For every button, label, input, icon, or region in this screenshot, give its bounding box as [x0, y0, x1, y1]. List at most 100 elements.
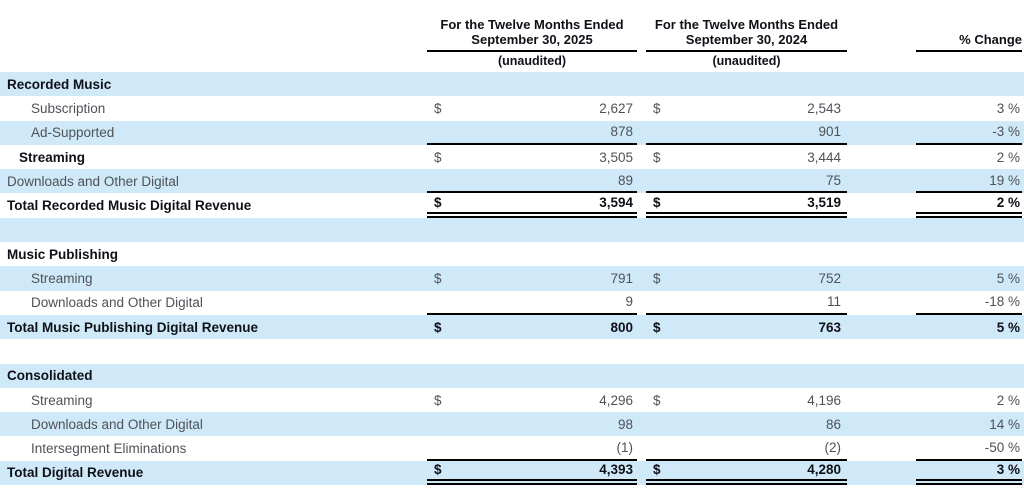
pct-change-value: 5 % [996, 319, 1020, 335]
value-2025: 2,627 [599, 100, 633, 116]
value-2024-cell: $3,444 [646, 145, 847, 169]
dollar-sign: $ [434, 195, 442, 211]
dollar-sign: $ [434, 462, 442, 478]
value-2025: 800 [610, 319, 633, 335]
header-2024-line2: September 30, 2024 [685, 32, 808, 47]
row-label: Total Digital Revenue [7, 465, 144, 481]
value-2024-cell: (2) [646, 436, 847, 461]
row-label: Ad-Supported [31, 125, 115, 141]
table-row-mp-total: Total Music Publishing Digital Revenue $8… [0, 314, 1024, 340]
table-row-rm-streaming: Streaming $3,505 $3,444 2 % [0, 145, 1024, 169]
value-2024-cell [646, 364, 847, 388]
value-2025-cell: 878 [427, 121, 637, 145]
value-2024: 11 [826, 294, 841, 310]
value-2025: 98 [617, 416, 633, 432]
value-2024: 2,543 [807, 100, 841, 116]
value-2025-cell: $3,594 [427, 193, 637, 218]
value-2024: 3,444 [807, 149, 841, 165]
value-2024: 4,280 [807, 462, 841, 478]
value-2024: 3,519 [807, 195, 841, 211]
value-2025-cell: 98 [427, 412, 637, 436]
header-col-pct-change: % Change [916, 16, 1022, 52]
pct-change-value: 2 % [996, 195, 1020, 211]
value-2024-cell: 11 [646, 291, 847, 315]
value-2025: 4,296 [599, 392, 633, 408]
value-2025-cell: $2,627 [427, 96, 637, 120]
value-2025: (1) [616, 440, 634, 456]
row-label: Subscription [31, 100, 106, 116]
pct-change-cell: -3 % [916, 121, 1022, 145]
dollar-sign: $ [434, 319, 442, 335]
table-row-total-digital-revenue: Total Digital Revenue $4,393 $4,280 3 % [0, 460, 1024, 486]
dollar-sign: $ [653, 462, 661, 478]
table-row-music-publishing: Music Publishing [0, 242, 1024, 266]
pct-change-value: -18 % [984, 294, 1020, 310]
pct-change-value: 2 % [996, 149, 1020, 165]
table-row-rm-subscription: Subscription $2,627 $2,543 3 % [0, 96, 1024, 120]
value-2024: 75 [825, 172, 841, 188]
row-label: Total Music Publishing Digital Revenue [7, 319, 259, 335]
pct-change-cell: -50 % [916, 436, 1022, 461]
value-2025: 791 [610, 271, 633, 287]
row-label: Downloads and Other Digital [7, 173, 179, 189]
row-label: Downloads and Other Digital [31, 416, 203, 432]
value-2025-cell: 89 [427, 169, 637, 194]
pct-change-cell [916, 242, 1022, 266]
pct-change-cell: 2 % [916, 193, 1022, 218]
table-body: Recorded Music Subscription $2,627 $2,543 3 … [0, 72, 1024, 486]
value-2025: 878 [610, 124, 633, 140]
pct-change-value: 5 % [996, 271, 1020, 287]
value-2024: (2) [824, 440, 842, 456]
pct-change-value: 2 % [996, 392, 1020, 408]
table-row-mp-streaming: Streaming $791 $752 5 % [0, 266, 1024, 291]
pct-change-value: 3 % [996, 462, 1020, 478]
dollar-sign: $ [653, 100, 661, 116]
value-2024-cell: $3,519 [646, 193, 847, 218]
dollar-sign: $ [434, 392, 442, 408]
value-2024: 752 [818, 271, 841, 287]
header-2025-unaudited: (unaudited) [497, 54, 567, 68]
value-2025-cell [427, 72, 637, 96]
value-2024-cell [646, 72, 847, 96]
pct-change-cell: 3 % [916, 461, 1022, 486]
header-2025-line2: September 30, 2025 [471, 32, 593, 47]
table-row-cons-intersegment: Intersegment Eliminations (1) (2) -50 % [0, 436, 1024, 461]
pct-change-cell: 2 % [916, 388, 1022, 412]
header-2025-line1: For the Twelve Months Ended [440, 17, 624, 32]
pct-change-cell: 5 % [916, 266, 1022, 290]
value-2025-cell: $791 [427, 266, 637, 290]
value-2025-cell: $800 [427, 315, 637, 339]
table-row-recorded-music: Recorded Music [0, 72, 1024, 97]
pct-change-cell: 19 % [916, 169, 1022, 194]
header-2024-title: For the Twelve Months Ended September 30… [646, 16, 847, 52]
pct-change-cell [916, 364, 1022, 388]
dollar-sign: $ [434, 149, 442, 165]
dollar-sign: $ [653, 319, 661, 335]
spacer-row [0, 339, 1024, 363]
value-2024-cell: $4,280 [646, 461, 847, 486]
value-2025: 9 [625, 294, 633, 310]
header-2024-line1: For the Twelve Months Ended [654, 17, 839, 32]
pct-change-value: 3 % [996, 100, 1020, 116]
pct-change-value: -3 % [992, 124, 1020, 140]
row-label: Intersegment Eliminations [31, 441, 187, 457]
value-2024-cell [646, 242, 847, 266]
dollar-sign: $ [653, 392, 661, 408]
header-2025-title: For the Twelve Months Ended September 30… [427, 16, 637, 52]
header-2024-unaudited: (unaudited) [712, 54, 781, 68]
header-pct-change-title: % Change [916, 16, 1022, 52]
header-col-2025: For the Twelve Months Ended September 30… [427, 16, 637, 68]
value-2025: 4,393 [599, 462, 633, 478]
pct-change-cell: 14 % [916, 412, 1022, 436]
value-2024-cell: 901 [646, 121, 847, 145]
header-col-2024: For the Twelve Months Ended September 30… [646, 16, 847, 68]
dollar-sign: $ [653, 271, 661, 287]
pct-change-value: 14 % [989, 416, 1020, 432]
table-row-mp-downloads: Downloads and Other Digital 9 11 -18 % [0, 291, 1024, 315]
pct-change-cell: 5 % [916, 315, 1022, 339]
value-2024: 4,196 [807, 392, 841, 408]
row-label: Streaming [31, 392, 93, 408]
dollar-sign: $ [653, 195, 661, 211]
dollar-sign: $ [434, 100, 442, 116]
